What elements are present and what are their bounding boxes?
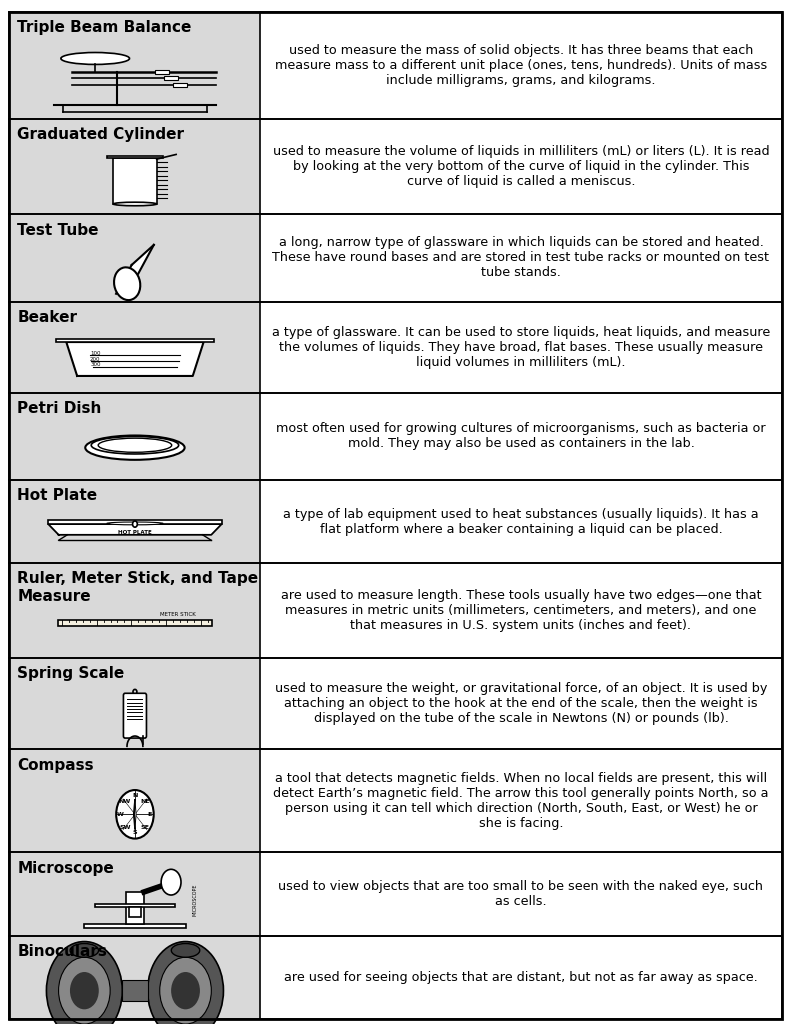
Bar — [155, 70, 169, 74]
Text: Microscope: Microscope — [17, 860, 114, 876]
Bar — [95, 904, 175, 907]
Ellipse shape — [85, 435, 184, 460]
FancyBboxPatch shape — [123, 693, 146, 738]
Text: Beaker: Beaker — [17, 310, 78, 325]
Polygon shape — [66, 342, 203, 376]
Text: are used for seeing objects that are distant, but not as far away as space.: are used for seeing objects that are dis… — [284, 971, 758, 984]
Text: used to measure the weight, or gravitational force, of an object. It is used by
: used to measure the weight, or gravitati… — [274, 682, 767, 725]
Ellipse shape — [107, 522, 163, 525]
Text: METER STICK: METER STICK — [160, 611, 196, 616]
Bar — [260, 563, 782, 658]
Ellipse shape — [114, 267, 140, 300]
Bar — [9, 480, 260, 563]
Circle shape — [161, 869, 181, 895]
Circle shape — [133, 521, 138, 527]
Text: NE: NE — [140, 799, 149, 804]
Text: E: E — [147, 812, 151, 817]
Text: Spring Scale: Spring Scale — [17, 667, 125, 681]
Text: Hot Plate: Hot Plate — [17, 488, 97, 503]
Text: Petri Dish: Petri Dish — [17, 401, 102, 416]
Bar — [260, 214, 782, 302]
Polygon shape — [48, 524, 221, 535]
Text: NW: NW — [119, 799, 131, 804]
Text: Test Tube: Test Tube — [17, 222, 99, 238]
Polygon shape — [135, 800, 136, 829]
Text: a long, narrow type of glassware in which liquids can be stored and heated.
Thes: a long, narrow type of glassware in whic… — [272, 237, 770, 280]
Text: 100
200
300: 100 200 300 — [90, 350, 100, 368]
Bar — [260, 750, 782, 852]
Bar — [85, 924, 186, 928]
Bar — [113, 158, 157, 204]
Circle shape — [148, 941, 224, 1024]
Bar — [260, 393, 782, 480]
Text: Graduated Cylinder: Graduated Cylinder — [17, 127, 184, 142]
Bar — [9, 12, 260, 119]
Polygon shape — [116, 245, 153, 294]
Bar — [56, 339, 214, 342]
Bar — [9, 852, 260, 936]
Text: a tool that detects magnetic fields. When no local fields are present, this will: a tool that detects magnetic fields. Whe… — [273, 772, 769, 829]
Text: used to measure the mass of solid objects. It has three beams that each
measure : used to measure the mass of solid object… — [274, 44, 767, 87]
Bar — [9, 936, 260, 1019]
Bar — [260, 12, 782, 119]
Ellipse shape — [70, 943, 99, 957]
Ellipse shape — [172, 943, 200, 957]
Text: Ruler, Meter Stick, and Tape
Measure: Ruler, Meter Stick, and Tape Measure — [17, 571, 259, 604]
Bar — [9, 119, 260, 214]
Bar — [9, 393, 260, 480]
Bar — [48, 520, 221, 524]
Bar — [59, 621, 212, 626]
Text: MICROSCOPE: MICROSCOPE — [193, 884, 198, 915]
Ellipse shape — [113, 202, 157, 206]
Text: used to measure the volume of liquids in milliliters (mL) or liters (L). It is r: used to measure the volume of liquids in… — [273, 145, 770, 188]
Text: N: N — [132, 794, 138, 799]
Ellipse shape — [61, 52, 130, 65]
Text: S: S — [133, 830, 138, 836]
Bar — [260, 302, 782, 393]
Circle shape — [47, 941, 123, 1024]
Text: HOT PLATE: HOT PLATE — [118, 529, 152, 535]
Bar — [9, 750, 260, 852]
Bar — [260, 119, 782, 214]
Text: are used to measure length. These tools usually have two edges—one that
measures: are used to measure length. These tools … — [281, 589, 761, 632]
Bar — [173, 83, 187, 87]
Bar — [123, 980, 148, 1001]
Bar — [126, 892, 144, 924]
Polygon shape — [134, 800, 135, 829]
Text: Compass: Compass — [17, 758, 94, 772]
Bar — [9, 563, 260, 658]
Text: a type of glassware. It can be used to store liquids, heat liquids, and measure
: a type of glassware. It can be used to s… — [272, 326, 770, 369]
Bar — [107, 156, 163, 158]
Text: W: W — [117, 812, 124, 817]
Text: a type of lab equipment used to heat substances (usually liquids). It has a
flat: a type of lab equipment used to heat sub… — [283, 508, 759, 536]
Bar — [260, 658, 782, 750]
Circle shape — [160, 957, 211, 1024]
Circle shape — [171, 972, 200, 1010]
Bar — [164, 77, 178, 80]
Text: SW: SW — [119, 825, 131, 829]
Text: most often used for growing cultures of microorganisms, such as bacteria or
mold: most often used for growing cultures of … — [276, 422, 766, 451]
Bar — [9, 658, 260, 750]
Text: Triple Beam Balance: Triple Beam Balance — [17, 20, 191, 36]
Bar — [260, 480, 782, 563]
Text: Binoculars: Binoculars — [17, 944, 108, 958]
Bar — [260, 936, 782, 1019]
Text: SE: SE — [141, 825, 149, 829]
Circle shape — [59, 957, 110, 1024]
Bar — [260, 852, 782, 936]
Circle shape — [70, 972, 99, 1010]
Bar — [9, 214, 260, 302]
Bar — [9, 302, 260, 393]
Bar — [129, 907, 142, 918]
Text: used to view objects that are too small to be seen with the naked eye, such
as c: used to view objects that are too small … — [278, 880, 763, 908]
Circle shape — [116, 791, 153, 839]
